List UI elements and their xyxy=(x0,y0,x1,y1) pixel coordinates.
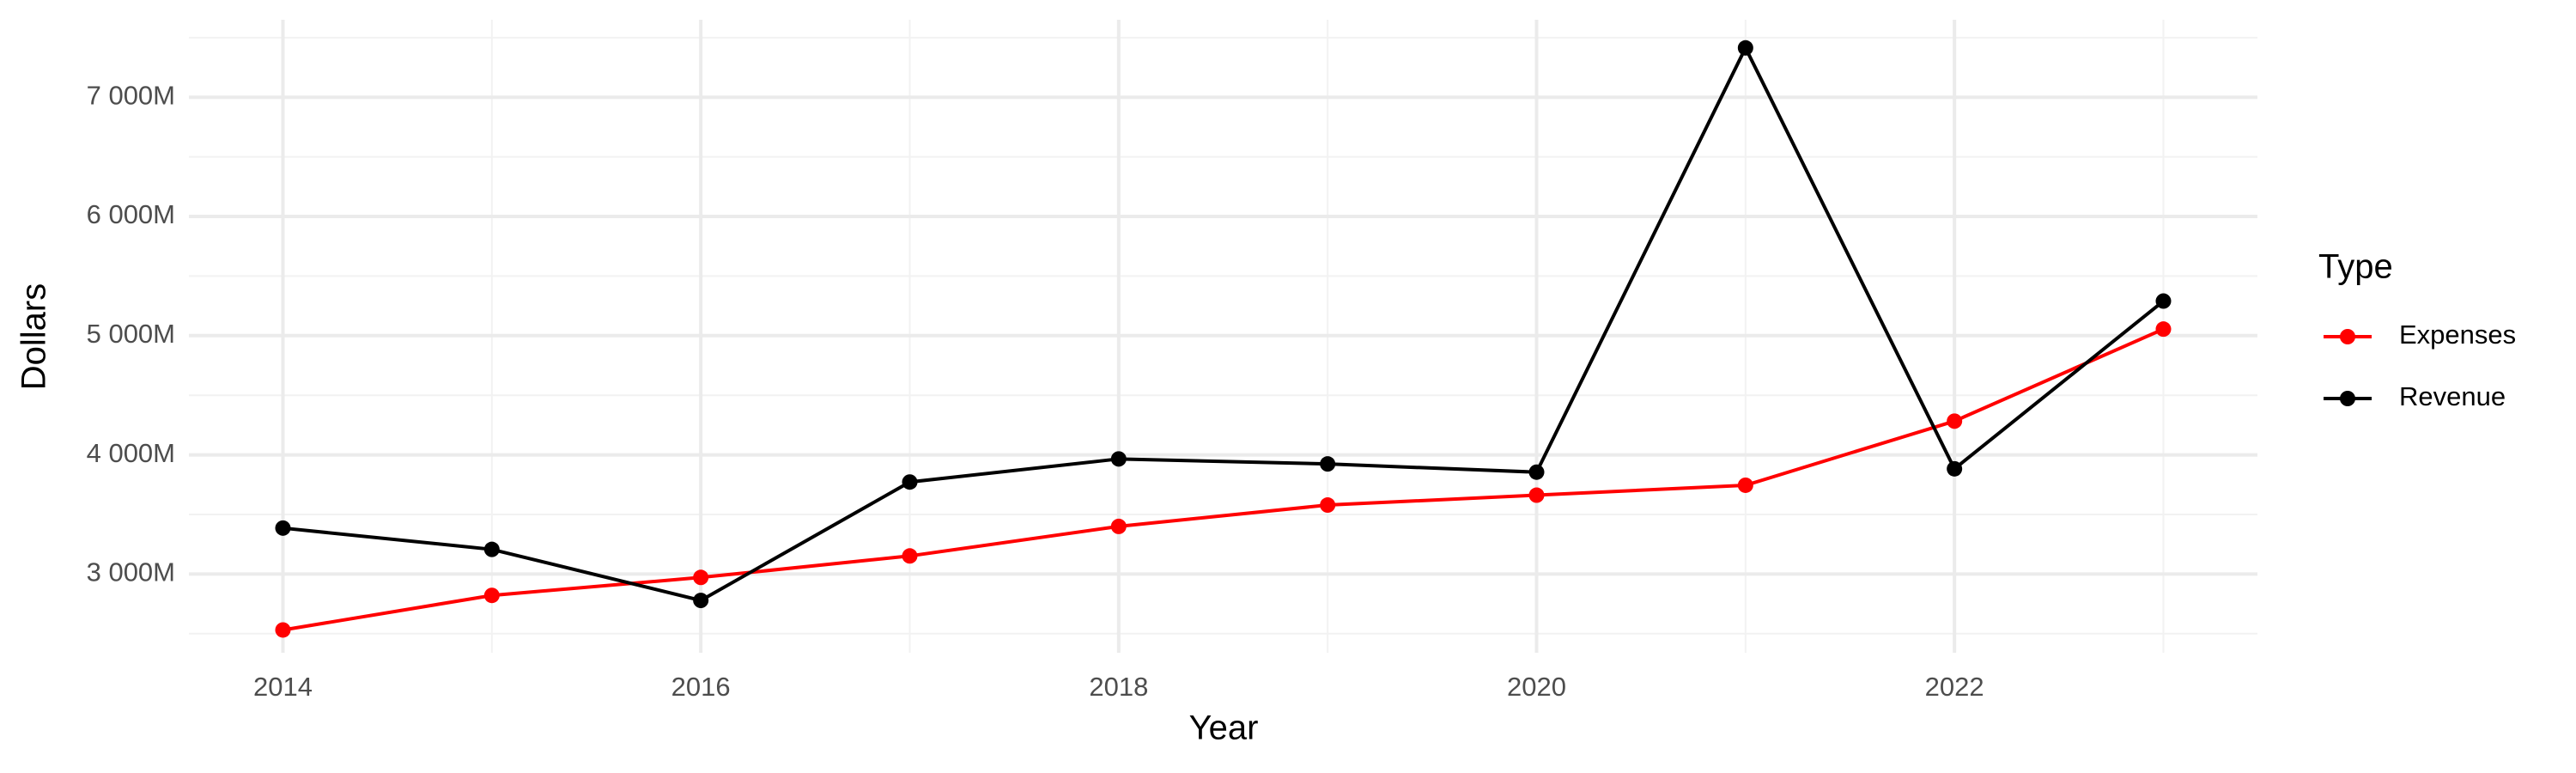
legend-title: Type xyxy=(2318,248,2393,286)
data-point xyxy=(1947,413,1963,429)
x-tick-label: 2016 xyxy=(671,672,731,702)
data-point xyxy=(1528,464,1545,480)
data-point xyxy=(1737,40,1753,56)
data-point xyxy=(1947,460,1963,477)
x-tick-label: 2014 xyxy=(253,672,313,702)
x-axis-title: Year xyxy=(1189,709,1259,747)
data-point xyxy=(2155,293,2172,309)
x-tick-label: 2018 xyxy=(1089,672,1148,702)
legend-label: Revenue xyxy=(2399,381,2506,411)
y-tick-label: 4 000M xyxy=(87,438,175,468)
x-tick-label: 2022 xyxy=(1925,672,1984,702)
data-point xyxy=(902,548,918,564)
data-point xyxy=(902,474,918,490)
data-point xyxy=(483,587,500,604)
series-line xyxy=(283,327,2165,632)
data-point xyxy=(275,622,291,638)
legend-swatch-point xyxy=(2340,329,2355,344)
y-tick-label: 3 000M xyxy=(87,557,175,587)
x-tick-label: 2020 xyxy=(1507,672,1566,702)
y-tick-label: 6 000M xyxy=(87,199,175,229)
data-point xyxy=(1320,456,1336,472)
data-point xyxy=(693,569,709,586)
data-point xyxy=(2155,321,2172,338)
data-point xyxy=(275,520,291,536)
legend-label: Expenses xyxy=(2399,320,2516,350)
y-tick-label: 5 000M xyxy=(87,319,175,349)
series-line xyxy=(283,44,2165,603)
data-point xyxy=(1320,497,1336,514)
data-point xyxy=(1110,518,1127,534)
data-point xyxy=(1737,477,1753,493)
data-point xyxy=(1528,487,1545,503)
data-point xyxy=(483,541,500,557)
data-point xyxy=(1110,451,1127,467)
y-tick-label: 7 000M xyxy=(87,80,175,110)
y-axis-title: Dollars xyxy=(15,283,53,390)
data-point xyxy=(693,593,709,609)
legend-swatch-point xyxy=(2340,391,2355,406)
